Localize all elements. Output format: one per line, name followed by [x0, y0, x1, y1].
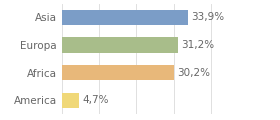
Text: 4,7%: 4,7%	[82, 95, 109, 105]
Bar	[62, 93, 79, 108]
Bar	[62, 37, 178, 53]
Bar	[62, 65, 174, 80]
Text: 30,2%: 30,2%	[177, 68, 210, 78]
Text: 33,9%: 33,9%	[191, 12, 224, 22]
Text: 31,2%: 31,2%	[181, 40, 214, 50]
Bar	[62, 10, 188, 25]
